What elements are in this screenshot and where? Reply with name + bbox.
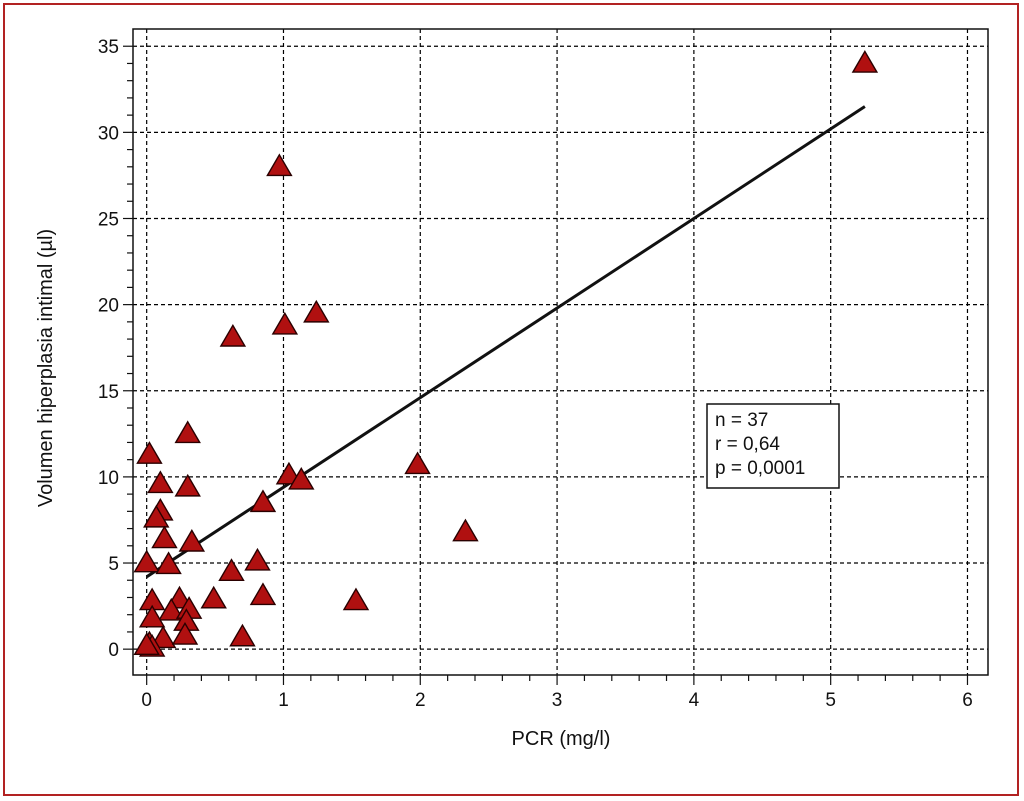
data-point — [174, 473, 201, 497]
data-point — [342, 587, 370, 611]
data-point — [155, 551, 182, 575]
data-point — [138, 604, 166, 628]
data-point — [178, 528, 206, 552]
data-point — [147, 470, 174, 494]
y-tick-label: 20 — [98, 296, 119, 317]
data-point — [158, 597, 185, 621]
data-points — [133, 50, 879, 657]
data-point — [271, 311, 299, 335]
y-tick-label: 15 — [98, 382, 119, 403]
axes: 0 1 2 3 4 5 6 0 5 10 15 20 25 30 35 — [98, 28, 989, 711]
data-point — [133, 632, 160, 656]
x-axis-label: PCR (mg/l) — [512, 728, 611, 750]
data-point — [452, 518, 479, 542]
data-point — [288, 466, 315, 490]
x-tick-label: 2 — [415, 690, 426, 711]
data-point — [136, 441, 163, 464]
stats-n: n = 37 — [715, 410, 768, 431]
x-tick-label: 5 — [825, 690, 836, 711]
data-point — [174, 420, 201, 444]
stats-box: n = 37 r = 0,64 p = 0,0001 — [706, 403, 840, 489]
y-tick-label: 30 — [98, 123, 119, 144]
y-tick-label: 0 — [108, 640, 119, 661]
x-tick-label: 1 — [278, 690, 289, 711]
x-tick-label: 6 — [962, 690, 973, 711]
y-tick-label: 25 — [98, 209, 119, 230]
data-point — [133, 549, 160, 573]
data-point — [151, 525, 178, 549]
data-point — [229, 623, 256, 647]
y-tick-label: 5 — [108, 554, 119, 575]
data-point — [219, 323, 247, 347]
data-point — [171, 621, 199, 645]
data-point — [249, 582, 277, 606]
data-point — [404, 451, 431, 475]
data-point — [851, 50, 879, 73]
stats-r: r = 0,64 — [715, 434, 780, 455]
stats-p: p = 0,0001 — [715, 458, 805, 479]
grid — [133, 29, 988, 675]
y-tick-label: 10 — [98, 468, 119, 489]
chart-frame — [3, 3, 1019, 796]
stats-box-border — [706, 403, 840, 489]
data-point — [143, 504, 170, 528]
data-point — [266, 153, 293, 177]
data-point — [249, 489, 277, 513]
data-point — [303, 299, 330, 323]
data-point — [149, 625, 177, 649]
y-tick-label: 35 — [98, 37, 119, 58]
y-axis-label: Volumen hiperplasia intimal (µl) — [35, 229, 57, 507]
x-tick-label: 3 — [552, 690, 563, 711]
x-tick-label: 0 — [141, 690, 152, 711]
data-point — [244, 547, 271, 571]
x-tick-label: 4 — [689, 690, 700, 711]
plot-border — [132, 28, 989, 676]
data-point — [200, 585, 227, 609]
data-point — [218, 558, 245, 581]
